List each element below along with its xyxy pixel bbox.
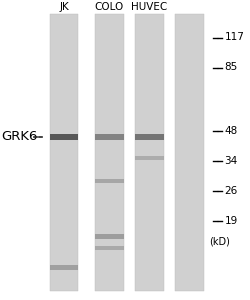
Text: GRK6: GRK6 <box>1 130 38 143</box>
Bar <box>94 179 123 184</box>
Text: (kD): (kD) <box>208 237 229 247</box>
Text: 19: 19 <box>224 215 237 226</box>
Text: 117: 117 <box>224 32 244 43</box>
Bar <box>50 134 78 140</box>
Bar <box>134 14 163 291</box>
Bar <box>94 14 123 291</box>
Text: COLO: COLO <box>94 2 123 12</box>
Text: 48: 48 <box>224 125 237 136</box>
Bar <box>94 235 123 239</box>
Text: JK: JK <box>59 2 69 12</box>
Bar <box>134 156 163 160</box>
Bar <box>94 134 123 140</box>
Bar <box>50 265 78 269</box>
Text: 85: 85 <box>224 62 237 73</box>
Bar <box>174 14 203 291</box>
Bar <box>50 14 78 291</box>
Text: HUVEC: HUVEC <box>131 2 167 12</box>
Bar <box>134 134 163 140</box>
Bar <box>94 246 123 250</box>
Text: 26: 26 <box>224 185 237 196</box>
Text: 34: 34 <box>224 155 237 166</box>
